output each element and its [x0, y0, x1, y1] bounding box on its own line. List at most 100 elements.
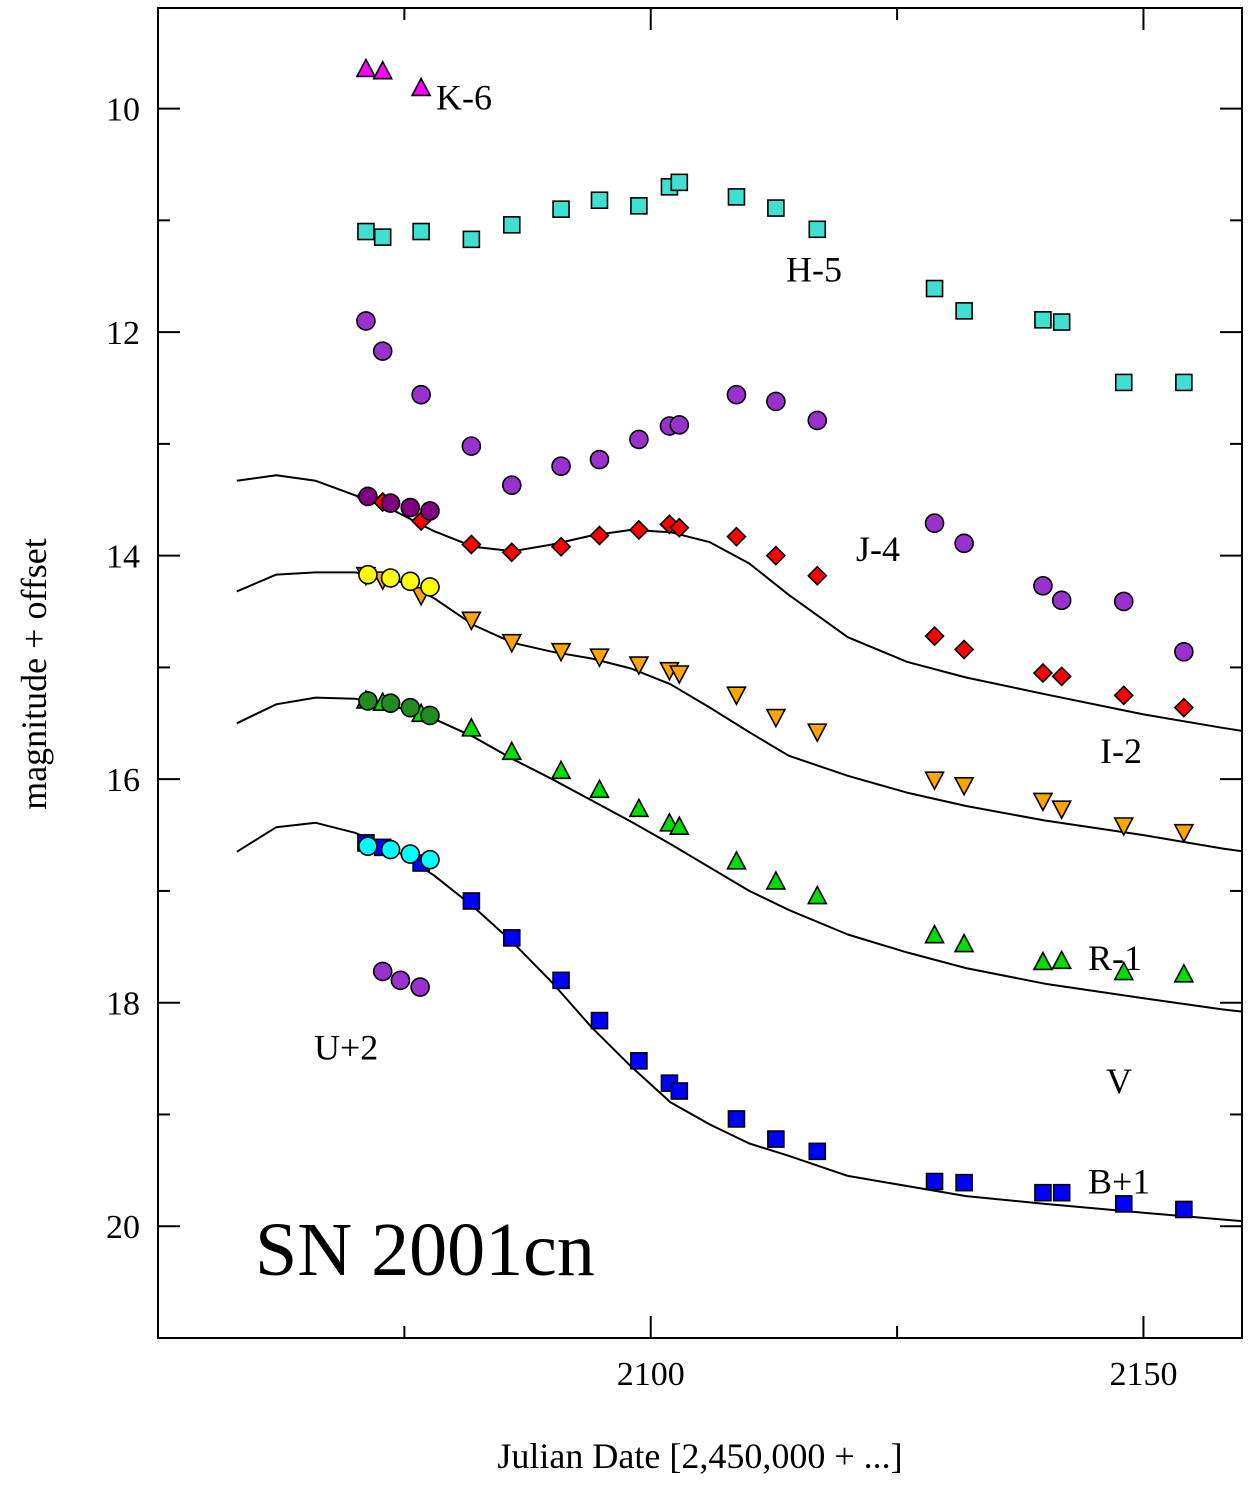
- data-point-i2: [501, 542, 522, 563]
- data-point-b1: [1114, 1195, 1133, 1213]
- data-point-r1: [461, 611, 482, 632]
- data-point-b1: [955, 1173, 973, 1192]
- band-label-k6: K-6: [436, 77, 492, 117]
- y-tick-label: 10: [106, 92, 140, 129]
- data-point-b1: [590, 1011, 609, 1030]
- data-point-u2: [372, 961, 393, 982]
- data-point-h5: [955, 302, 973, 320]
- data-point-v: [1173, 963, 1195, 983]
- data-point-228b22: [380, 693, 401, 713]
- data-point-v: [924, 923, 945, 944]
- data-point-r1: [628, 656, 650, 676]
- data-point-i2: [589, 525, 610, 546]
- data-point-j4: [411, 384, 431, 405]
- data-point-ffff00: [380, 568, 401, 588]
- data-point-800080: [400, 497, 421, 518]
- data-point-b1: [462, 892, 481, 910]
- data-point-b1: [1175, 1200, 1193, 1219]
- data-point-h5: [767, 199, 785, 217]
- data-point-i2: [1051, 666, 1072, 687]
- data-point-j4: [461, 436, 482, 456]
- data-point-h5: [808, 220, 827, 239]
- data-point-r1: [924, 771, 945, 791]
- data-point-v: [1032, 950, 1054, 971]
- x-axis-title: Julian Date [2,450,000 + ...]: [497, 1436, 902, 1476]
- data-point-r1: [1051, 800, 1072, 820]
- band-labels: K-6 H-5 J-4 I-2 R-1 V B+1 U+2: [314, 77, 1150, 1201]
- data-point-i2: [669, 517, 690, 538]
- data-point-h5: [590, 191, 609, 210]
- y-tick-label: 16: [106, 762, 140, 799]
- data-point-b1: [1052, 1183, 1071, 1202]
- data-point-h5: [727, 188, 746, 206]
- data-point-b1: [808, 1142, 827, 1161]
- band-label-i2: I-2: [1100, 731, 1142, 771]
- chart-title: SN 2001cn: [255, 1208, 595, 1292]
- data-point-h5: [502, 216, 521, 234]
- data-point-j4: [924, 513, 945, 534]
- data-point-h5: [412, 222, 430, 241]
- data-point-v: [1113, 960, 1135, 981]
- band-label-h5: H-5: [786, 250, 842, 290]
- data-point-800080: [358, 486, 378, 507]
- data-point-ffff00: [358, 564, 378, 585]
- data-point-j4: [669, 415, 690, 435]
- data-point-r1: [806, 723, 828, 743]
- x-tick-label: 2150: [1109, 1356, 1177, 1393]
- data-point-v: [628, 797, 650, 818]
- data-point-b1: [727, 1110, 746, 1128]
- data-point-i2: [807, 565, 828, 586]
- data-point-v: [806, 884, 828, 905]
- data-point-i2: [924, 625, 945, 647]
- data-point-u2: [410, 977, 430, 997]
- band-label-r1: R-1: [1088, 938, 1142, 978]
- data-point-ffff00: [400, 571, 421, 592]
- data-point-j4: [356, 311, 376, 331]
- data-point-j4: [954, 533, 974, 554]
- data-point-h5: [1034, 311, 1052, 329]
- data-point-00ffff: [400, 844, 421, 864]
- band-label-u2: U+2: [314, 1027, 378, 1067]
- data-point-800080: [420, 501, 440, 521]
- data-point-h5: [670, 173, 689, 192]
- data-point-j4: [629, 429, 649, 450]
- data-point-i2: [1113, 685, 1134, 706]
- data-point-h5: [552, 200, 570, 218]
- data-point-h5: [462, 230, 481, 249]
- data-point-b1: [502, 929, 521, 947]
- data-point-b1: [630, 1052, 648, 1070]
- data-point-h5: [357, 222, 375, 241]
- data-point-h5: [1175, 373, 1193, 392]
- data-point-j4: [766, 391, 786, 412]
- data-point-i2: [726, 526, 747, 547]
- data-point-i2: [550, 536, 572, 557]
- data-point-r1: [550, 642, 572, 663]
- data-point-i2: [628, 519, 650, 541]
- data-point-i2: [953, 639, 975, 660]
- data-point-v: [589, 778, 610, 799]
- data-point-r1: [1032, 792, 1054, 813]
- data-point-j4: [501, 475, 522, 496]
- data-point-u2: [390, 970, 411, 991]
- data-point-00ffff: [380, 839, 401, 860]
- data-point-b1: [767, 1130, 785, 1148]
- data-point-h5: [925, 279, 944, 298]
- data-point-j4: [1113, 591, 1134, 612]
- data-point-r1: [726, 686, 747, 706]
- data-point-v: [501, 740, 523, 761]
- data-point-j4: [807, 410, 828, 431]
- data-point-r1: [1113, 817, 1135, 837]
- data-point-h5: [1114, 373, 1133, 392]
- data-point-r1: [668, 665, 690, 685]
- axes: 2100 2150 10 12 14 16 18 20: [106, 7, 1243, 1393]
- y-axis-title: magnitude + offset: [14, 538, 54, 810]
- data-point-b1: [670, 1082, 689, 1100]
- data-point-00ffff: [358, 836, 378, 857]
- data-point-k6: [410, 76, 432, 97]
- data-point-v: [726, 850, 747, 870]
- data-point-228b22: [400, 697, 421, 718]
- data-point-i2: [1032, 662, 1054, 684]
- data-point-00ffff: [420, 849, 440, 870]
- data-point-v: [953, 932, 975, 953]
